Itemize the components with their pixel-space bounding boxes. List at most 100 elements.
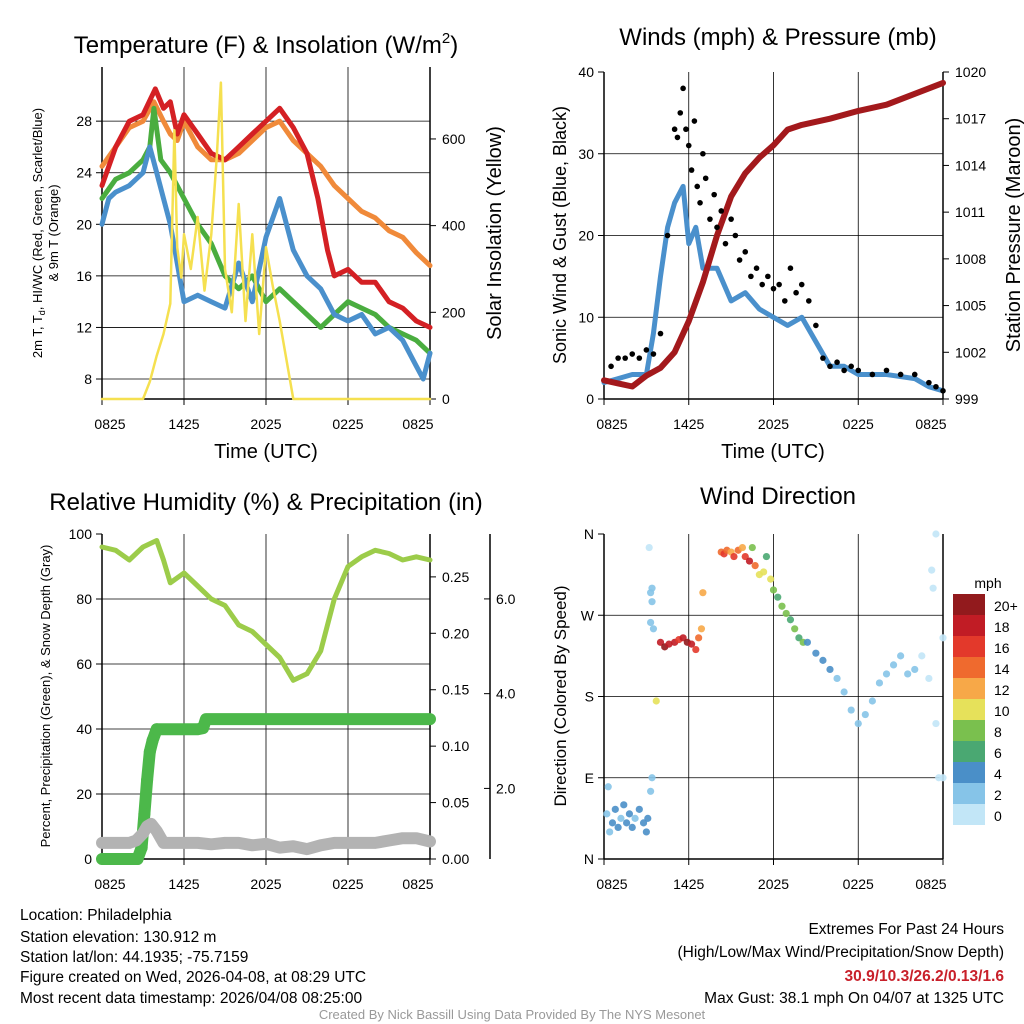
legend-title: mph — [974, 575, 1001, 591]
series-line-snow-depth — [96, 817, 436, 856]
wind-direction-point — [751, 561, 759, 570]
wind-direction-point — [656, 638, 665, 646]
wind-direction-point — [665, 640, 673, 648]
wind-direction-point — [625, 810, 634, 818]
gust-point — [629, 351, 636, 357]
x-tick-label: 2025 — [758, 416, 789, 432]
wind-direction-point — [774, 593, 782, 601]
x-tick-label: 0225 — [332, 416, 363, 432]
gust-point — [782, 298, 788, 304]
gust-point — [711, 191, 717, 198]
wind-direction-point — [868, 697, 876, 705]
wind-direction-point — [928, 566, 936, 574]
series-line-hi-wc — [99, 105, 433, 356]
legend-swatch — [953, 741, 985, 762]
x-tick-label: 0825 — [94, 416, 125, 432]
y-tick-label: 60 — [76, 656, 92, 672]
gust-point — [753, 265, 760, 272]
gust-point — [674, 134, 681, 141]
wind-direction-point — [695, 634, 703, 642]
footer-created: Figure created on Wed, 2026-04-08, at 08… — [20, 969, 366, 986]
gust-point — [883, 367, 890, 374]
right-y-tick-label: 0.20 — [442, 625, 469, 641]
wind-direction-point — [760, 568, 768, 576]
right-y-tick-label: 2.0 — [496, 780, 516, 796]
wind-direction-point — [648, 598, 656, 606]
gust-point — [798, 281, 805, 288]
wind-direction-point — [652, 697, 660, 705]
winds-panel-title: Winds (mph) & Pressure (mb) — [619, 24, 936, 51]
gust-point — [707, 216, 713, 222]
gust-point — [926, 379, 932, 386]
wind-direction-point — [649, 625, 658, 633]
wind-y-label: Sonic Wind & Gust (Blue, Black) — [550, 106, 570, 364]
right-y-tick-label: 1008 — [955, 251, 986, 267]
gust-point — [834, 359, 840, 366]
gust-point — [736, 257, 743, 263]
gust-point — [897, 371, 904, 378]
wind-direction-point — [606, 828, 614, 836]
temperature-y-label-line2: & 9m T (Orange) — [46, 184, 61, 281]
y-tick-label: 12 — [76, 319, 92, 335]
y-tick-label: 100 — [69, 526, 93, 542]
wind-direction-point — [631, 814, 639, 822]
wind-direction-point — [647, 618, 655, 627]
wind-direction-point — [628, 823, 636, 832]
right-y-tick-label: 600 — [442, 131, 466, 147]
y-tick-label: 16 — [76, 268, 92, 284]
precip-point — [138, 807, 151, 820]
gust-point — [643, 347, 650, 353]
x-tick-label: 0825 — [915, 416, 946, 432]
right-y-tick-label: 0.00 — [442, 851, 469, 867]
gust-point — [680, 85, 686, 92]
gust-point — [671, 126, 678, 133]
legend-label: 0 — [994, 808, 1002, 824]
gust-point — [664, 232, 671, 239]
wind-direction-point — [812, 649, 820, 657]
x-tick-label: 0825 — [596, 416, 627, 432]
y-tick-label: 80 — [76, 591, 92, 607]
x-tick-label: 0825 — [94, 876, 125, 892]
wind-direction-point — [861, 710, 869, 719]
snow-axis: 2.0 4.0 6.0 — [484, 591, 516, 796]
wind-direction-point — [778, 602, 786, 610]
wind-direction-point — [795, 634, 803, 642]
gust-point — [869, 371, 876, 378]
precip-point — [143, 745, 156, 758]
footer-recent: Most recent data timestamp: 2026/04/08 0… — [20, 990, 362, 1007]
extremes-title: Extremes For Past 24 Hours — [808, 921, 1004, 938]
wind-direction-point — [939, 634, 947, 642]
wind-direction-point — [939, 774, 947, 782]
right-y-tick-label: 1011 — [955, 204, 985, 220]
legend-label: 10 — [994, 703, 1010, 719]
right-y-tick-label: 1005 — [955, 298, 986, 314]
max-gust: Max Gust: 38.1 mph On 04/07 at 1325 UTC — [704, 990, 1004, 1007]
wind-direction-point — [679, 634, 687, 642]
gust-point — [806, 298, 812, 304]
wind-direction-point — [611, 805, 619, 813]
gust-point — [608, 363, 614, 370]
wind-direction-point — [911, 665, 919, 674]
gust-point — [688, 167, 695, 173]
precip-point — [131, 853, 144, 865]
legend-label: 12 — [994, 682, 1010, 698]
solar-axis: 0 200 400 600 — [430, 131, 466, 407]
y-tick-label: 20 — [578, 228, 594, 244]
footer-latlon: Station lat/lon: 44.1935; -75.7159 — [20, 949, 248, 966]
precip-point — [146, 734, 159, 747]
right-y-tick-label: 1014 — [955, 157, 986, 173]
gust-point — [694, 183, 701, 190]
y-tick-label: W — [581, 607, 595, 623]
wind-direction-point — [925, 674, 933, 683]
gust-point — [702, 175, 709, 182]
x-tick-label: 0825 — [402, 416, 433, 432]
gust-point — [685, 142, 692, 149]
pressure-axis: 999 1002 1005 1008 1011 1014 1017 1020 — [943, 64, 986, 407]
gust-point — [940, 388, 946, 394]
gust-point — [691, 118, 698, 124]
wind-direction-point — [897, 652, 905, 660]
right-y-tick-label: 0.10 — [442, 738, 469, 754]
panel-temperature: 0825 1425 2025 0225 0825 8 12 16 20 24 28 — [76, 67, 434, 432]
legend-swatch — [953, 678, 985, 699]
